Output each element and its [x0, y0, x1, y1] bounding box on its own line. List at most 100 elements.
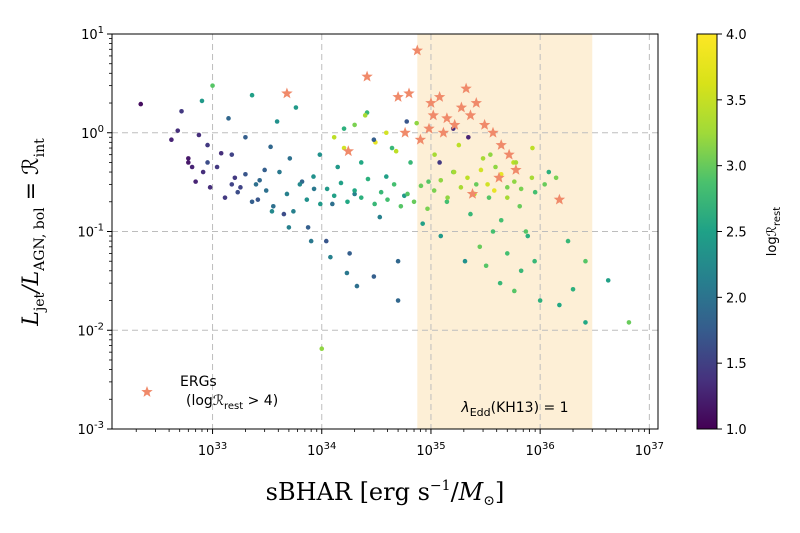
data-point: [297, 182, 303, 187]
erg-star-point: [399, 126, 411, 138]
erg-star-point: [411, 44, 423, 56]
y-tick-label: 10-3: [77, 420, 104, 438]
data-point: [277, 169, 282, 175]
erg-star-point: [342, 145, 354, 157]
shaded-region-label: λEdd(KH13) = 1: [460, 400, 568, 419]
data-point: [328, 254, 333, 260]
data-point: [583, 320, 588, 325]
data-point: [565, 238, 571, 244]
data-point: [451, 169, 457, 175]
data-point: [493, 164, 498, 170]
data-point: [411, 199, 417, 205]
erg-star-point: [470, 97, 482, 108]
data-point: [210, 83, 215, 88]
x-tick-label: 1034: [307, 441, 336, 459]
data-point: [570, 286, 576, 292]
x-tick-label: 1036: [526, 441, 555, 459]
data-point: [169, 137, 174, 143]
data-point: [404, 119, 410, 124]
data-point: [498, 217, 504, 223]
erg-star-point: [433, 91, 446, 102]
colorbar-tick-label: 2.5: [726, 226, 747, 241]
data-point: [362, 113, 368, 118]
data-point: [377, 214, 383, 220]
data-point: [291, 209, 296, 214]
legend-label: ERGs: [180, 374, 217, 390]
data-point: [229, 152, 235, 157]
erg-star-point: [441, 112, 453, 124]
data-point: [207, 185, 213, 190]
data-point: [408, 160, 413, 165]
data-point: [537, 298, 543, 303]
data-point: [243, 171, 248, 177]
erg-star-point: [361, 70, 373, 82]
data-point: [196, 132, 202, 138]
data-point: [398, 203, 404, 209]
data-point: [179, 108, 184, 114]
data-point: [517, 203, 523, 209]
data-point: [214, 164, 220, 170]
erg-star-point: [427, 109, 439, 121]
data-point: [480, 156, 486, 161]
data-point: [318, 201, 323, 207]
data-point: [383, 130, 389, 136]
data-point: [358, 160, 364, 165]
legend-sublabel: (logℛrest > 4): [186, 393, 278, 412]
data-point: [138, 101, 144, 107]
data-point: [352, 122, 357, 128]
data-point: [281, 211, 287, 217]
data-point: [512, 179, 517, 184]
erg-star-point: [423, 122, 435, 134]
erg-star-point: [403, 87, 415, 99]
data-point: [238, 185, 243, 190]
data-point: [518, 268, 524, 274]
data-point: [432, 152, 437, 157]
data-point: [393, 148, 399, 154]
data-point: [518, 186, 524, 192]
data-point: [462, 258, 468, 264]
data-point: [504, 251, 510, 256]
data-point: [497, 280, 503, 286]
data-point: [583, 258, 588, 264]
data-point: [532, 258, 537, 264]
data-point: [319, 346, 325, 352]
data-point: [257, 177, 262, 183]
y-tick-label: 100: [81, 124, 104, 142]
x-tick-label: 1037: [635, 441, 664, 459]
data-point: [445, 195, 450, 200]
data-point: [486, 195, 492, 200]
data-point: [331, 193, 337, 199]
data-point: [485, 182, 490, 187]
data-point: [263, 188, 269, 193]
x-tick-label: 1033: [198, 441, 227, 459]
erg-star-point: [503, 148, 515, 160]
data-point: [345, 199, 350, 205]
data-point: [205, 160, 210, 165]
data-point: [466, 134, 471, 140]
data-point: [626, 320, 632, 325]
data-point: [222, 195, 228, 200]
data-point: [477, 244, 483, 250]
data-point: [352, 188, 357, 193]
data-point: [557, 302, 562, 308]
data-point: [341, 145, 347, 151]
data-point: [546, 169, 552, 175]
data-point: [391, 182, 397, 187]
data-point: [268, 144, 273, 150]
data-point: [483, 263, 489, 269]
erg-star-point: [493, 171, 505, 183]
colorbar-tick-label: 1.0: [726, 423, 747, 438]
y-tick-label: 101: [81, 25, 104, 43]
data-point: [513, 160, 519, 165]
data-point: [488, 152, 493, 157]
data-point: [431, 188, 437, 193]
data-point: [418, 183, 424, 189]
erg-star-point: [464, 109, 477, 121]
data-point: [186, 160, 191, 165]
data-point: [468, 211, 473, 217]
data-point: [465, 175, 470, 181]
data-point: [324, 186, 330, 192]
data-point: [371, 137, 377, 143]
data-point: [249, 199, 255, 205]
data-point: [395, 258, 401, 264]
